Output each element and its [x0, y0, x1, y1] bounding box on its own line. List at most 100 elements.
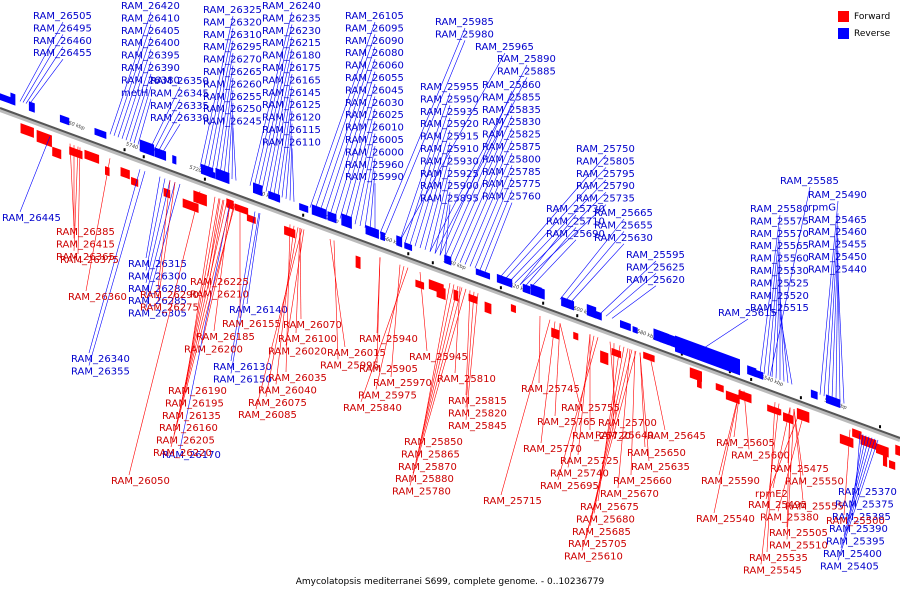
forward-bottom-label: RAM_25820: [448, 408, 507, 419]
forward-bottom-leader: [179, 199, 224, 410]
forward-bottom-leader: [793, 409, 804, 476]
forward-gene: [355, 255, 361, 270]
reverse-bottom-label: RAM_26140: [229, 305, 288, 316]
reverse-gene: [747, 365, 757, 378]
reverse-top-leader: [223, 90, 234, 177]
reverse-top-leader: [419, 142, 451, 249]
forward-bottom-label: RAM_25905: [359, 364, 418, 375]
reverse-top-leader: [434, 77, 528, 254]
reverse-gene: [341, 213, 352, 230]
forward-bottom-leader: [649, 356, 666, 431]
forward-bottom-leader: [843, 429, 851, 516]
reverse-top-leader: [564, 231, 625, 302]
reverse-top-label: RAM_26335: [150, 101, 209, 112]
reverse-top-label: RAM_25860: [482, 80, 541, 91]
reverse-top-leader: [289, 135, 293, 201]
forward-bottom-leader: [375, 266, 405, 390]
forward-bottom-leader: [765, 411, 801, 500]
reverse-top-leader: [161, 124, 181, 154]
forward-bottom-leader: [176, 201, 228, 423]
forward-bottom-leader: [743, 390, 750, 450]
reverse-bottom-leader: [19, 136, 51, 213]
reverse-top-leader: [219, 77, 234, 175]
reverse-top-leader: [334, 83, 376, 217]
forward-gene: [715, 383, 724, 393]
reverse-top-leader: [153, 99, 181, 151]
forward-bottom-label: rpmE2: [755, 489, 788, 500]
small-feature: [123, 148, 126, 152]
reverse-top-label: RAM_25630: [594, 233, 653, 244]
reverse-top-leader: [434, 179, 451, 254]
reverse-gene: [444, 254, 452, 266]
reverse-top-leader: [837, 275, 845, 404]
forward-bottom-label: RAM_25545: [743, 565, 802, 576]
forward-bottom-label: RAM_25500: [826, 516, 885, 527]
forward-bottom-label: RAM_25720: [572, 431, 631, 442]
forward-gene: [773, 406, 782, 416]
reverse-top-label: RAM_25800: [482, 154, 541, 165]
reverse-bottom-leader: [145, 178, 166, 271]
reverse-top-leader: [265, 61, 293, 192]
reverse-top-leader: [215, 65, 234, 174]
reverse-top-leader: [329, 71, 376, 216]
forward-bottom-leader: [275, 225, 295, 385]
forward-bottom-label: RAM_26200: [184, 344, 243, 355]
forward-bottom-leader: [612, 343, 615, 430]
reverse-top-label: RAM_25560: [750, 254, 809, 265]
reverse-gene: [632, 325, 638, 334]
reverse-top-label: RAM_26320: [203, 17, 262, 28]
forward-bottom-leader: [793, 409, 804, 501]
reverse-bottom-label: RAM_25395: [826, 537, 885, 548]
reverse-top-leader: [779, 301, 789, 383]
forward-gene: [84, 149, 100, 164]
forward-bottom-leader: [421, 282, 451, 437]
reverse-top-label: RAM_26145: [262, 88, 321, 99]
reverse-bottom-label: RAM_25375: [835, 499, 894, 510]
reverse-top-label: RAM_25520: [750, 291, 809, 302]
reverse-top-leader: [414, 130, 451, 247]
reverse-top-label: RAM_25450: [808, 252, 867, 263]
forward-bottom-label: RAM_25540: [696, 514, 755, 525]
reverse-top-label: RAM_26345: [150, 88, 209, 99]
forward-bottom-leader: [128, 191, 201, 476]
reverse-top-leader: [157, 111, 181, 153]
forward-bottom-label: RAM_25635: [631, 462, 690, 473]
reverse-top-leader: [479, 190, 513, 271]
reverse-top-label: RAM_25900: [420, 181, 479, 192]
backbone-shadow: [0, 108, 900, 442]
reverse-top-label: RAM_25935: [420, 107, 479, 118]
reverse-gene: [215, 167, 230, 185]
reverse-top-label: RAM_25710: [546, 216, 605, 227]
forward-bottom-label: RAM_26205: [156, 436, 215, 447]
forward-bottom-label: RAM_25645: [647, 431, 706, 442]
forward-bottom-label: RAM_26365: [56, 252, 115, 263]
forward-bottom-label: RAM_25495: [748, 500, 807, 511]
reverse-top-label: RAM_26265: [203, 67, 262, 78]
reverse-top-label: RAM_25455: [808, 240, 867, 251]
forward-bottom-label: RAM_25995: [320, 360, 379, 371]
legend-label-forward: Forward: [854, 11, 891, 22]
forward-gene: [895, 444, 900, 457]
forward-bottom-leader: [554, 323, 561, 417]
forward-bottom-leader: [360, 267, 409, 402]
reverse-top-label: RAM_25665: [594, 208, 653, 219]
reverse-gene: [0, 93, 11, 104]
forward-bottom-label: RAM_25605: [716, 438, 775, 449]
forward-bottom-label: RAM_25815: [448, 396, 507, 407]
forward-gene: [510, 304, 516, 314]
reverse-top-label: RAM_25910: [420, 144, 479, 155]
forward-gene: [889, 459, 896, 470]
reverse-top-label: RAM_25575: [750, 216, 809, 227]
reverse-top-label: RAM_25735: [576, 194, 635, 205]
reverse-top-label: RAM_25830: [482, 117, 541, 128]
reverse-top-leader: [133, 86, 152, 144]
reverse-bottom-leader: [855, 433, 861, 487]
reverse-top-leader: [231, 115, 234, 180]
reverse-top-label: RAM_26120: [262, 113, 321, 124]
small-feature: [431, 261, 434, 265]
reverse-gene: [139, 139, 155, 157]
forward-gene: [882, 455, 888, 468]
reverse-bottom-label: RAM_26300: [128, 271, 187, 282]
reverse-gene: [59, 114, 70, 126]
